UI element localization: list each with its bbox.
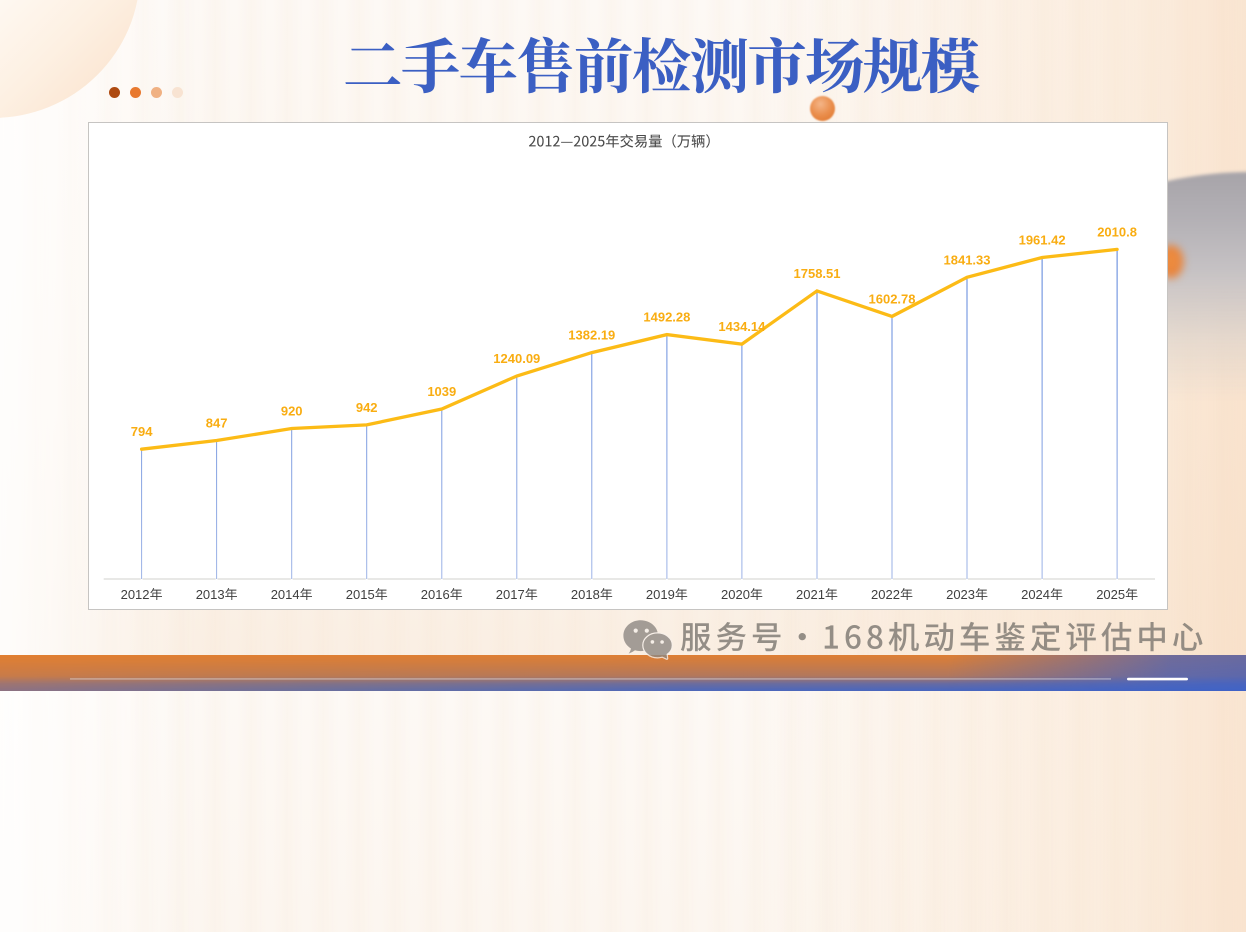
svg-text:2022: 2022 — [871, 587, 900, 602]
svg-text:1240.09: 1240.09 — [493, 351, 540, 366]
svg-text:2018: 2018 — [571, 587, 600, 602]
svg-text:1382.19: 1382.19 — [568, 328, 615, 343]
svg-text:794: 794 — [131, 424, 153, 439]
svg-text:2020: 2020 — [721, 587, 750, 602]
svg-text:2021: 2021 — [796, 587, 825, 602]
svg-text:2019: 2019 — [646, 587, 675, 602]
svg-text:1434.14: 1434.14 — [718, 319, 766, 334]
svg-text:2025: 2025 — [1096, 587, 1125, 602]
svg-text:2023: 2023 — [946, 587, 975, 602]
svg-text:1039: 1039 — [427, 384, 456, 399]
svg-text:2024: 2024 — [1021, 587, 1050, 602]
svg-text:942: 942 — [356, 400, 378, 415]
svg-text:1758.51: 1758.51 — [794, 266, 841, 281]
svg-text:2012: 2012 — [121, 587, 150, 602]
svg-text:847: 847 — [206, 416, 228, 431]
svg-text:2013: 2013 — [196, 587, 225, 602]
svg-text:1961.42: 1961.42 — [1019, 233, 1066, 248]
svg-text:2010.8: 2010.8 — [1097, 224, 1137, 239]
svg-text:2017: 2017 — [496, 587, 525, 602]
svg-text:1492.28: 1492.28 — [643, 310, 690, 325]
svg-text:920: 920 — [281, 404, 303, 419]
svg-text:2015: 2015 — [346, 587, 375, 602]
svg-text:2016: 2016 — [421, 587, 450, 602]
svg-text:1602.78: 1602.78 — [869, 291, 916, 306]
svg-text:2014: 2014 — [271, 587, 300, 602]
svg-text:1841.33: 1841.33 — [944, 252, 991, 267]
